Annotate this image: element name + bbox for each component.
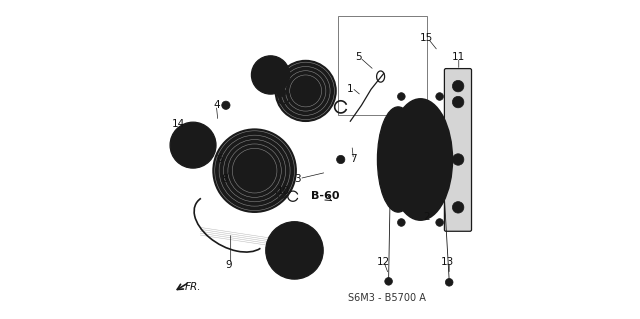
Circle shape [314, 89, 318, 93]
Text: 8: 8 [221, 174, 228, 184]
Circle shape [273, 60, 277, 64]
Circle shape [280, 228, 287, 235]
Circle shape [436, 93, 444, 100]
Text: 2: 2 [424, 212, 430, 222]
Circle shape [445, 278, 453, 286]
Ellipse shape [392, 105, 449, 214]
Circle shape [179, 131, 207, 160]
Text: 13: 13 [441, 256, 454, 267]
Text: 4: 4 [213, 100, 220, 110]
Circle shape [249, 165, 260, 176]
Text: 11: 11 [452, 52, 465, 63]
Circle shape [176, 152, 182, 158]
Circle shape [378, 156, 386, 163]
Circle shape [436, 219, 444, 226]
Circle shape [266, 168, 271, 173]
Circle shape [395, 134, 446, 185]
Circle shape [269, 247, 276, 254]
Text: 1: 1 [347, 84, 354, 94]
Circle shape [213, 129, 296, 212]
Circle shape [275, 61, 336, 121]
Text: 14: 14 [172, 119, 185, 130]
Circle shape [221, 101, 230, 109]
Circle shape [237, 168, 243, 173]
Text: 5: 5 [355, 52, 362, 63]
Circle shape [252, 154, 257, 159]
Text: 3: 3 [294, 174, 301, 184]
Circle shape [397, 219, 405, 226]
Circle shape [452, 202, 464, 213]
Circle shape [273, 85, 277, 90]
Circle shape [304, 78, 308, 82]
Circle shape [243, 160, 266, 182]
Text: 7: 7 [350, 154, 357, 165]
Circle shape [293, 89, 297, 93]
Circle shape [302, 228, 308, 235]
Text: B-60: B-60 [310, 191, 339, 201]
Ellipse shape [388, 99, 452, 220]
Circle shape [195, 126, 201, 132]
Circle shape [257, 81, 262, 85]
Circle shape [277, 233, 312, 268]
Circle shape [452, 96, 464, 108]
Circle shape [257, 65, 262, 69]
Circle shape [236, 152, 274, 190]
Circle shape [304, 100, 308, 103]
Text: 6: 6 [216, 154, 223, 165]
Circle shape [337, 155, 345, 164]
Circle shape [397, 93, 405, 100]
Text: S6M3 - B5700 A: S6M3 - B5700 A [348, 293, 426, 303]
Text: 15: 15 [420, 33, 433, 43]
FancyBboxPatch shape [444, 69, 472, 231]
Circle shape [455, 156, 463, 163]
Circle shape [298, 83, 314, 99]
Ellipse shape [382, 116, 414, 203]
Text: FR.: FR. [184, 282, 201, 292]
Text: 10: 10 [276, 186, 290, 197]
Text: 9: 9 [226, 260, 232, 270]
Circle shape [452, 80, 464, 92]
Circle shape [259, 64, 282, 86]
Circle shape [452, 154, 464, 165]
Ellipse shape [378, 107, 419, 212]
Circle shape [287, 242, 303, 258]
Circle shape [176, 132, 182, 138]
Circle shape [170, 122, 216, 168]
Circle shape [282, 73, 286, 77]
Circle shape [385, 278, 392, 285]
Circle shape [207, 142, 213, 148]
Circle shape [313, 247, 319, 254]
Circle shape [252, 182, 257, 188]
Circle shape [301, 87, 310, 95]
Circle shape [278, 88, 286, 97]
Circle shape [266, 70, 275, 80]
Text: 12: 12 [377, 256, 390, 267]
Circle shape [280, 266, 287, 272]
Circle shape [187, 139, 200, 152]
Circle shape [195, 159, 201, 164]
Circle shape [302, 266, 308, 272]
Circle shape [266, 222, 323, 279]
Circle shape [291, 77, 320, 105]
Circle shape [252, 56, 290, 94]
Circle shape [404, 144, 436, 175]
